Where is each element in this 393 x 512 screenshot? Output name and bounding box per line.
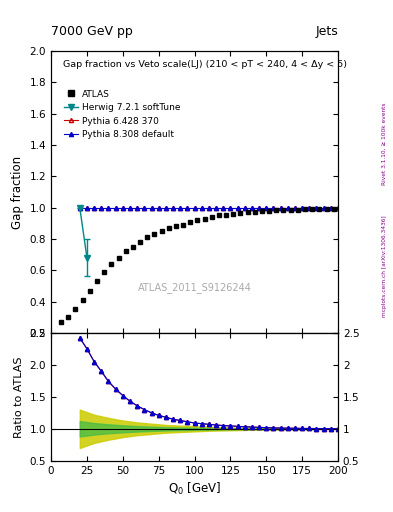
Legend: ATLAS, Herwig 7.2.1 softTune, Pythia 6.428 370, Pythia 8.308 default: ATLAS, Herwig 7.2.1 softTune, Pythia 6.4…: [64, 90, 181, 139]
Text: Jets: Jets: [315, 26, 338, 38]
Text: ATLAS_2011_S9126244: ATLAS_2011_S9126244: [138, 282, 252, 293]
Text: Rivet 3.1.10, ≥ 100k events: Rivet 3.1.10, ≥ 100k events: [382, 102, 387, 185]
X-axis label: Q$_{0}$ [GeV]: Q$_{0}$ [GeV]: [168, 481, 221, 497]
Y-axis label: Ratio to ATLAS: Ratio to ATLAS: [14, 356, 24, 438]
Text: 7000 GeV pp: 7000 GeV pp: [51, 26, 133, 38]
Text: Gap fraction vs Veto scale(LJ) (210 < pT < 240, 4 < Δy < 5): Gap fraction vs Veto scale(LJ) (210 < pT…: [62, 60, 347, 69]
Y-axis label: Gap fraction: Gap fraction: [11, 156, 24, 228]
Text: mcplots.cern.ch [arXiv:1306.3436]: mcplots.cern.ch [arXiv:1306.3436]: [382, 216, 387, 317]
